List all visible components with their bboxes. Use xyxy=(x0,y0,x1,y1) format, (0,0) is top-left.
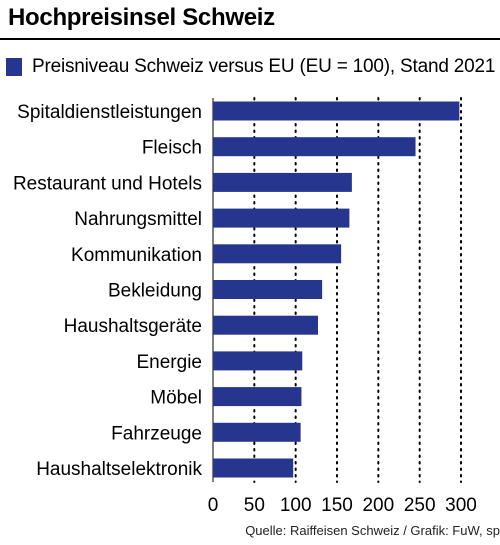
category-label: Energie xyxy=(137,352,203,373)
x-axis-ticks: 0 50 100 150 200 250 300 xyxy=(208,495,477,516)
bar xyxy=(213,172,352,192)
x-tick-label: 300 xyxy=(445,495,477,516)
source-note: Quelle: Raiffeisen Schweiz / Grafik: FuW… xyxy=(245,523,500,538)
category-label: Nahrungsmittel xyxy=(74,209,202,230)
x-tick-label: 100 xyxy=(280,495,312,516)
category-label: Kommunikation xyxy=(71,245,202,266)
legend-label: Preisniveau Schweiz versus EU (EU = 100)… xyxy=(32,56,496,77)
bar xyxy=(213,351,303,371)
category-label: Haushaltselektronik xyxy=(36,459,202,480)
bar xyxy=(213,458,294,478)
bar xyxy=(213,137,416,157)
bar xyxy=(213,315,318,335)
bar xyxy=(213,208,350,228)
x-tick-label: 150 xyxy=(321,495,353,516)
category-label: Bekleidung xyxy=(108,281,202,302)
x-tick-label: 250 xyxy=(404,495,436,516)
category-label: Restaurant und Hotels xyxy=(13,173,202,194)
bar xyxy=(213,387,302,407)
category-labels: Spitaldienstleistungen Fleisch Restaurant … xyxy=(13,102,203,480)
bar xyxy=(213,422,301,442)
bar xyxy=(213,280,323,299)
x-tick-label: 50 xyxy=(244,495,265,516)
legend-swatch xyxy=(6,58,22,76)
bar xyxy=(213,101,460,121)
category-label: Möbel xyxy=(150,388,202,409)
legend: Preisniveau Schweiz versus EU (EU = 100)… xyxy=(6,52,495,82)
category-label: Spitaldienstleistungen xyxy=(17,102,202,123)
x-tick-label: 200 xyxy=(362,495,394,516)
bar xyxy=(213,244,342,264)
x-tick-label: 0 xyxy=(208,495,219,516)
category-label: Fahrzeuge xyxy=(111,423,202,444)
bars xyxy=(213,101,460,478)
category-label: Fleisch xyxy=(142,138,202,159)
chart-title: Hochpreisinsel Schweiz xyxy=(8,4,275,31)
title-divider xyxy=(0,38,500,40)
category-label: Haushaltsgeräte xyxy=(64,316,202,337)
